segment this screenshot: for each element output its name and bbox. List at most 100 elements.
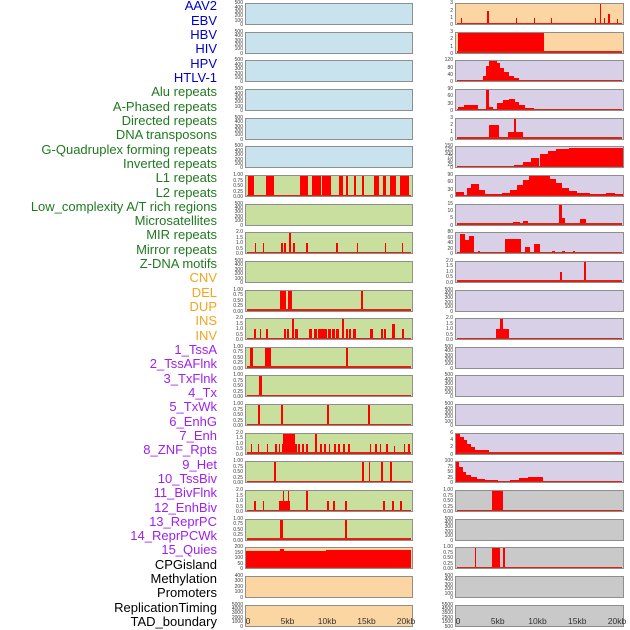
data-bar	[399, 501, 403, 512]
track-label: 2_TssAFlnk	[149, 356, 217, 372]
y-tick-label: 4000	[231, 605, 243, 612]
y-tick-label: 120	[444, 57, 453, 64]
data-bar	[246, 551, 281, 569]
data-bar	[326, 501, 329, 512]
y-tick-label: 300	[234, 578, 243, 585]
y-tick-label: 0.75	[443, 492, 453, 499]
y-tick-label: 0.5	[446, 274, 453, 281]
data-bar	[594, 17, 596, 25]
track-label: 3_TxFlnk	[163, 370, 217, 386]
data-bar	[562, 188, 569, 197]
y-tick-label: 400	[444, 405, 453, 412]
track-panel	[455, 117, 624, 140]
data-bar	[283, 329, 286, 340]
data-bar	[280, 519, 283, 540]
y-tick-label: 2	[450, 36, 453, 43]
y-tick-label: 0.00	[233, 423, 243, 430]
y-tick-label: 300	[444, 352, 453, 359]
y-tick-label: 2000	[231, 614, 243, 621]
y-tick-label: 0.50	[233, 297, 243, 304]
data-bar	[287, 491, 290, 512]
data-bar	[262, 243, 265, 254]
track-panel	[245, 175, 413, 198]
baseline	[456, 566, 623, 569]
data-bar	[507, 132, 514, 139]
y-tick-label: 0.0	[446, 337, 453, 344]
data-bar	[475, 450, 489, 454]
y-tick-label: 200	[234, 271, 243, 278]
data-bar	[459, 467, 463, 483]
y-tick-label: 100	[234, 75, 243, 82]
data-bar	[306, 243, 308, 254]
y-tick-label: 100	[234, 46, 243, 53]
data-bar	[253, 329, 256, 340]
data-bar	[336, 329, 339, 340]
data-bar	[457, 106, 464, 111]
y-tick-label: 1.00	[233, 401, 243, 408]
baseline	[456, 280, 623, 282]
data-bar	[382, 176, 387, 197]
data-bar	[608, 14, 610, 25]
track-label: INS	[195, 313, 217, 329]
baseline	[246, 452, 412, 454]
y-tick-label: 100	[234, 103, 243, 110]
y-tick-label: 0	[450, 537, 453, 544]
y-tick-label: 300	[444, 581, 453, 588]
data-bar	[262, 501, 265, 512]
data-bar	[456, 433, 460, 454]
x-axis-label: 5kb	[490, 616, 505, 626]
data-bar	[309, 329, 312, 340]
baseline	[246, 251, 412, 254]
track-label: DNA transposons	[115, 127, 217, 143]
track-label: 13_ReprPC	[149, 513, 217, 529]
data-bar	[250, 443, 253, 454]
data-bar	[258, 376, 263, 397]
data-bar	[467, 443, 472, 454]
track-panel	[245, 31, 413, 54]
track-label: 10_TssBiv	[157, 470, 217, 486]
data-bar	[348, 443, 350, 454]
y-tick-label: 500	[234, 200, 243, 207]
y-tick-label: 0.5	[236, 331, 243, 338]
y-tick-label: 60	[447, 179, 453, 186]
track-panel	[245, 203, 413, 226]
track-label: Microsatellites	[134, 213, 217, 229]
y-tick-label: 1.00	[233, 372, 243, 379]
track-panel	[455, 490, 624, 513]
track-label: Methylation	[150, 571, 217, 587]
data-bar	[362, 176, 364, 197]
y-tick-label: 0	[240, 594, 243, 601]
data-bar	[333, 443, 336, 454]
data-bar	[325, 549, 411, 569]
track-label: 6_EnhG	[169, 413, 217, 429]
y-tick-label: 400	[444, 290, 453, 297]
data-bar	[314, 329, 317, 340]
data-bar	[466, 188, 472, 197]
data-bar	[306, 491, 308, 512]
baseline	[246, 538, 412, 540]
baseline	[456, 137, 623, 139]
y-tick-label: 50	[237, 560, 243, 567]
y-tick-label: 0.0	[236, 509, 243, 516]
data-bar	[386, 443, 388, 454]
y-tick-label: 1	[450, 43, 453, 50]
data-bar	[348, 329, 352, 340]
y-tick-label: 0	[240, 222, 243, 229]
track-panel	[245, 604, 413, 627]
data-bar	[487, 10, 489, 25]
y-tick-label: 15	[447, 200, 453, 207]
y-tick-label: 0	[450, 308, 453, 315]
track-panel	[245, 375, 413, 398]
y-tick-label: 0	[450, 594, 453, 601]
y-tick-label: 5500	[441, 601, 453, 608]
y-tick-label: 200	[234, 42, 243, 49]
y-tick-label: 300	[234, 209, 243, 216]
data-bar	[375, 443, 378, 454]
data-bar	[336, 243, 338, 254]
y-tick-label: 0	[450, 251, 453, 258]
track-label: EBV	[190, 12, 217, 28]
data-bar	[510, 190, 517, 197]
y-tick-label: 400	[234, 205, 243, 212]
y-tick-label: 500	[234, 0, 243, 7]
y-tick-label: 100	[234, 555, 243, 562]
